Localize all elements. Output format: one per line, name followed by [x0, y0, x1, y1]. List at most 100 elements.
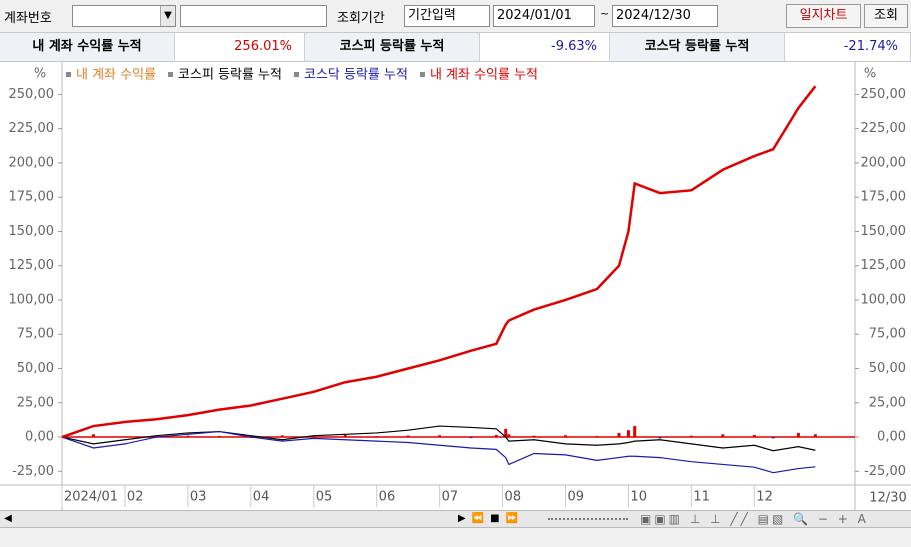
x-tick-label: 08: [505, 490, 522, 505]
x-tick-label: 12: [756, 490, 773, 505]
bar: [504, 428, 508, 438]
chart-tools[interactable]: ▣▣▥ ⊥ ⊥ ╱╱ ▤▧ 🔍 − + A: [640, 512, 869, 526]
bar: [186, 435, 190, 438]
period-label: 조회기간: [337, 11, 385, 26]
x-tick-label: 10: [630, 490, 647, 505]
legend-swatch: [66, 72, 71, 77]
y2-tick-label: -25,00: [864, 464, 906, 479]
bar: [721, 434, 725, 438]
bar: [752, 434, 756, 438]
series-line: [61, 85, 817, 439]
summary-value: -21.74%: [785, 33, 911, 61]
y-tick-label: 75,00: [17, 327, 54, 342]
y-tick-label: 100,00: [9, 292, 55, 307]
x-tick-label: 02: [127, 490, 144, 505]
y2-tick-label: 250,00: [861, 87, 907, 102]
y2-unit: %: [864, 67, 876, 82]
y-tick-label: 225,00: [9, 121, 55, 136]
summary-label: 코스피 등락률 누적: [305, 33, 480, 61]
chart: % % 12/30 -25,00 -25,00 0,00 0,00 25,00 25,00…: [0, 62, 911, 510]
bar: [507, 434, 511, 438]
start-date-input[interactable]: 2024/01/01: [493, 5, 595, 27]
y-tick-label: 125,00: [9, 258, 55, 273]
summary-label: 코스닥 등락률 누적: [610, 33, 785, 61]
x-tick-label: 04: [253, 490, 270, 505]
account-name-input[interactable]: [180, 5, 327, 27]
end-date-input[interactable]: 2024/12/30: [612, 5, 718, 27]
y-tick-label: 250,00: [9, 87, 55, 102]
y-tick-label: 0,00: [25, 430, 54, 445]
journal-chart-button[interactable]: 일지차트: [786, 4, 861, 28]
y2-tick-label: 50,00: [869, 361, 906, 376]
date-separator: ~: [600, 7, 610, 20]
x-tick-label: 03: [190, 490, 207, 505]
x-tick-label: 09: [567, 490, 584, 505]
y2-tick-label: 175,00: [861, 190, 907, 205]
y2-tick-label: 125,00: [861, 258, 907, 273]
y-tick-label: 50,00: [17, 361, 54, 376]
x-tick-label: 07: [442, 490, 459, 505]
y-tick-label: -25,00: [12, 464, 54, 479]
bar: [617, 432, 621, 438]
legend-swatch: [419, 72, 425, 77]
y2-tick-label: 225,00: [861, 121, 907, 136]
legend-swatch: [168, 72, 174, 77]
y-unit: %: [34, 67, 46, 82]
bar: [91, 434, 95, 438]
search-button[interactable]: 조회: [864, 4, 908, 28]
toolbar: 계좌번호 ▼ 조회기간 기간입력 2024/01/01 ~ 2024/12/30…: [0, 0, 911, 33]
bar: [796, 432, 800, 438]
legend-label: 내 계좌 수익률: [76, 68, 156, 83]
legend-label: 코스피 등락률 누적: [178, 68, 282, 83]
bar: [123, 436, 127, 438]
bar: [280, 435, 284, 438]
bar: [532, 435, 536, 438]
summary-value: -9.63%: [480, 33, 610, 61]
scrollbar[interactable]: ◀ ▶⏪■⏩ ▣▣▥ ⊥ ⊥ ╱╱ ▤▧ 🔍 − + A: [0, 510, 911, 528]
y-tick-label: 175,00: [9, 190, 55, 205]
playback-controls[interactable]: ▶⏪■⏩: [458, 513, 525, 524]
bar: [633, 426, 637, 438]
x-tick-label: 2024/01: [64, 490, 118, 505]
scroll-left[interactable]: ◀: [4, 513, 12, 524]
summary-row: 내 계좌 수익률 누적 256.01% 코스피 등락률 누적 -9.63% 코스…: [0, 33, 911, 62]
zoom-slider[interactable]: [548, 518, 628, 520]
bar: [438, 435, 442, 438]
series-line: [61, 430, 816, 474]
account-label: 계좌번호: [4, 11, 52, 26]
bar: [626, 430, 630, 438]
bar: [312, 435, 316, 438]
x-tick-label: 06: [379, 490, 396, 505]
bar: [813, 434, 817, 438]
y2-tick-label: 25,00: [869, 395, 906, 410]
y-tick-label: 200,00: [9, 155, 55, 170]
period-mode-select[interactable]: 기간입력: [404, 5, 490, 27]
legend-label: 내 계좌 수익률 누적: [430, 68, 538, 83]
chart-background: [0, 62, 911, 510]
bar: [406, 435, 410, 438]
y2-tick-label: 0,00: [877, 430, 906, 445]
bar: [689, 435, 693, 438]
bar: [469, 437, 473, 439]
y2-tick-label: 200,00: [861, 155, 907, 170]
bar: [375, 436, 379, 438]
x-tick-label: 05: [316, 490, 333, 505]
y2-tick-label: 150,00: [861, 224, 907, 239]
legend-label: 코스닥 등락률 누적: [304, 68, 408, 83]
bar: [343, 434, 347, 438]
summary-label: 내 계좌 수익률 누적: [0, 33, 175, 61]
y-tick-label: 150,00: [9, 224, 55, 239]
bar: [771, 437, 775, 439]
y-tick-label: 25,00: [17, 395, 54, 410]
x-end-label: 12/30: [869, 491, 906, 506]
account-select[interactable]: [72, 5, 176, 27]
legend-swatch: [293, 72, 299, 77]
bar: [563, 435, 567, 438]
x-tick-label: 11: [693, 490, 710, 505]
dropdown-arrow[interactable]: ▼: [160, 6, 175, 26]
y2-tick-label: 75,00: [869, 327, 906, 342]
y2-tick-label: 100,00: [861, 292, 907, 307]
bar: [217, 435, 221, 438]
bar: [658, 437, 662, 439]
